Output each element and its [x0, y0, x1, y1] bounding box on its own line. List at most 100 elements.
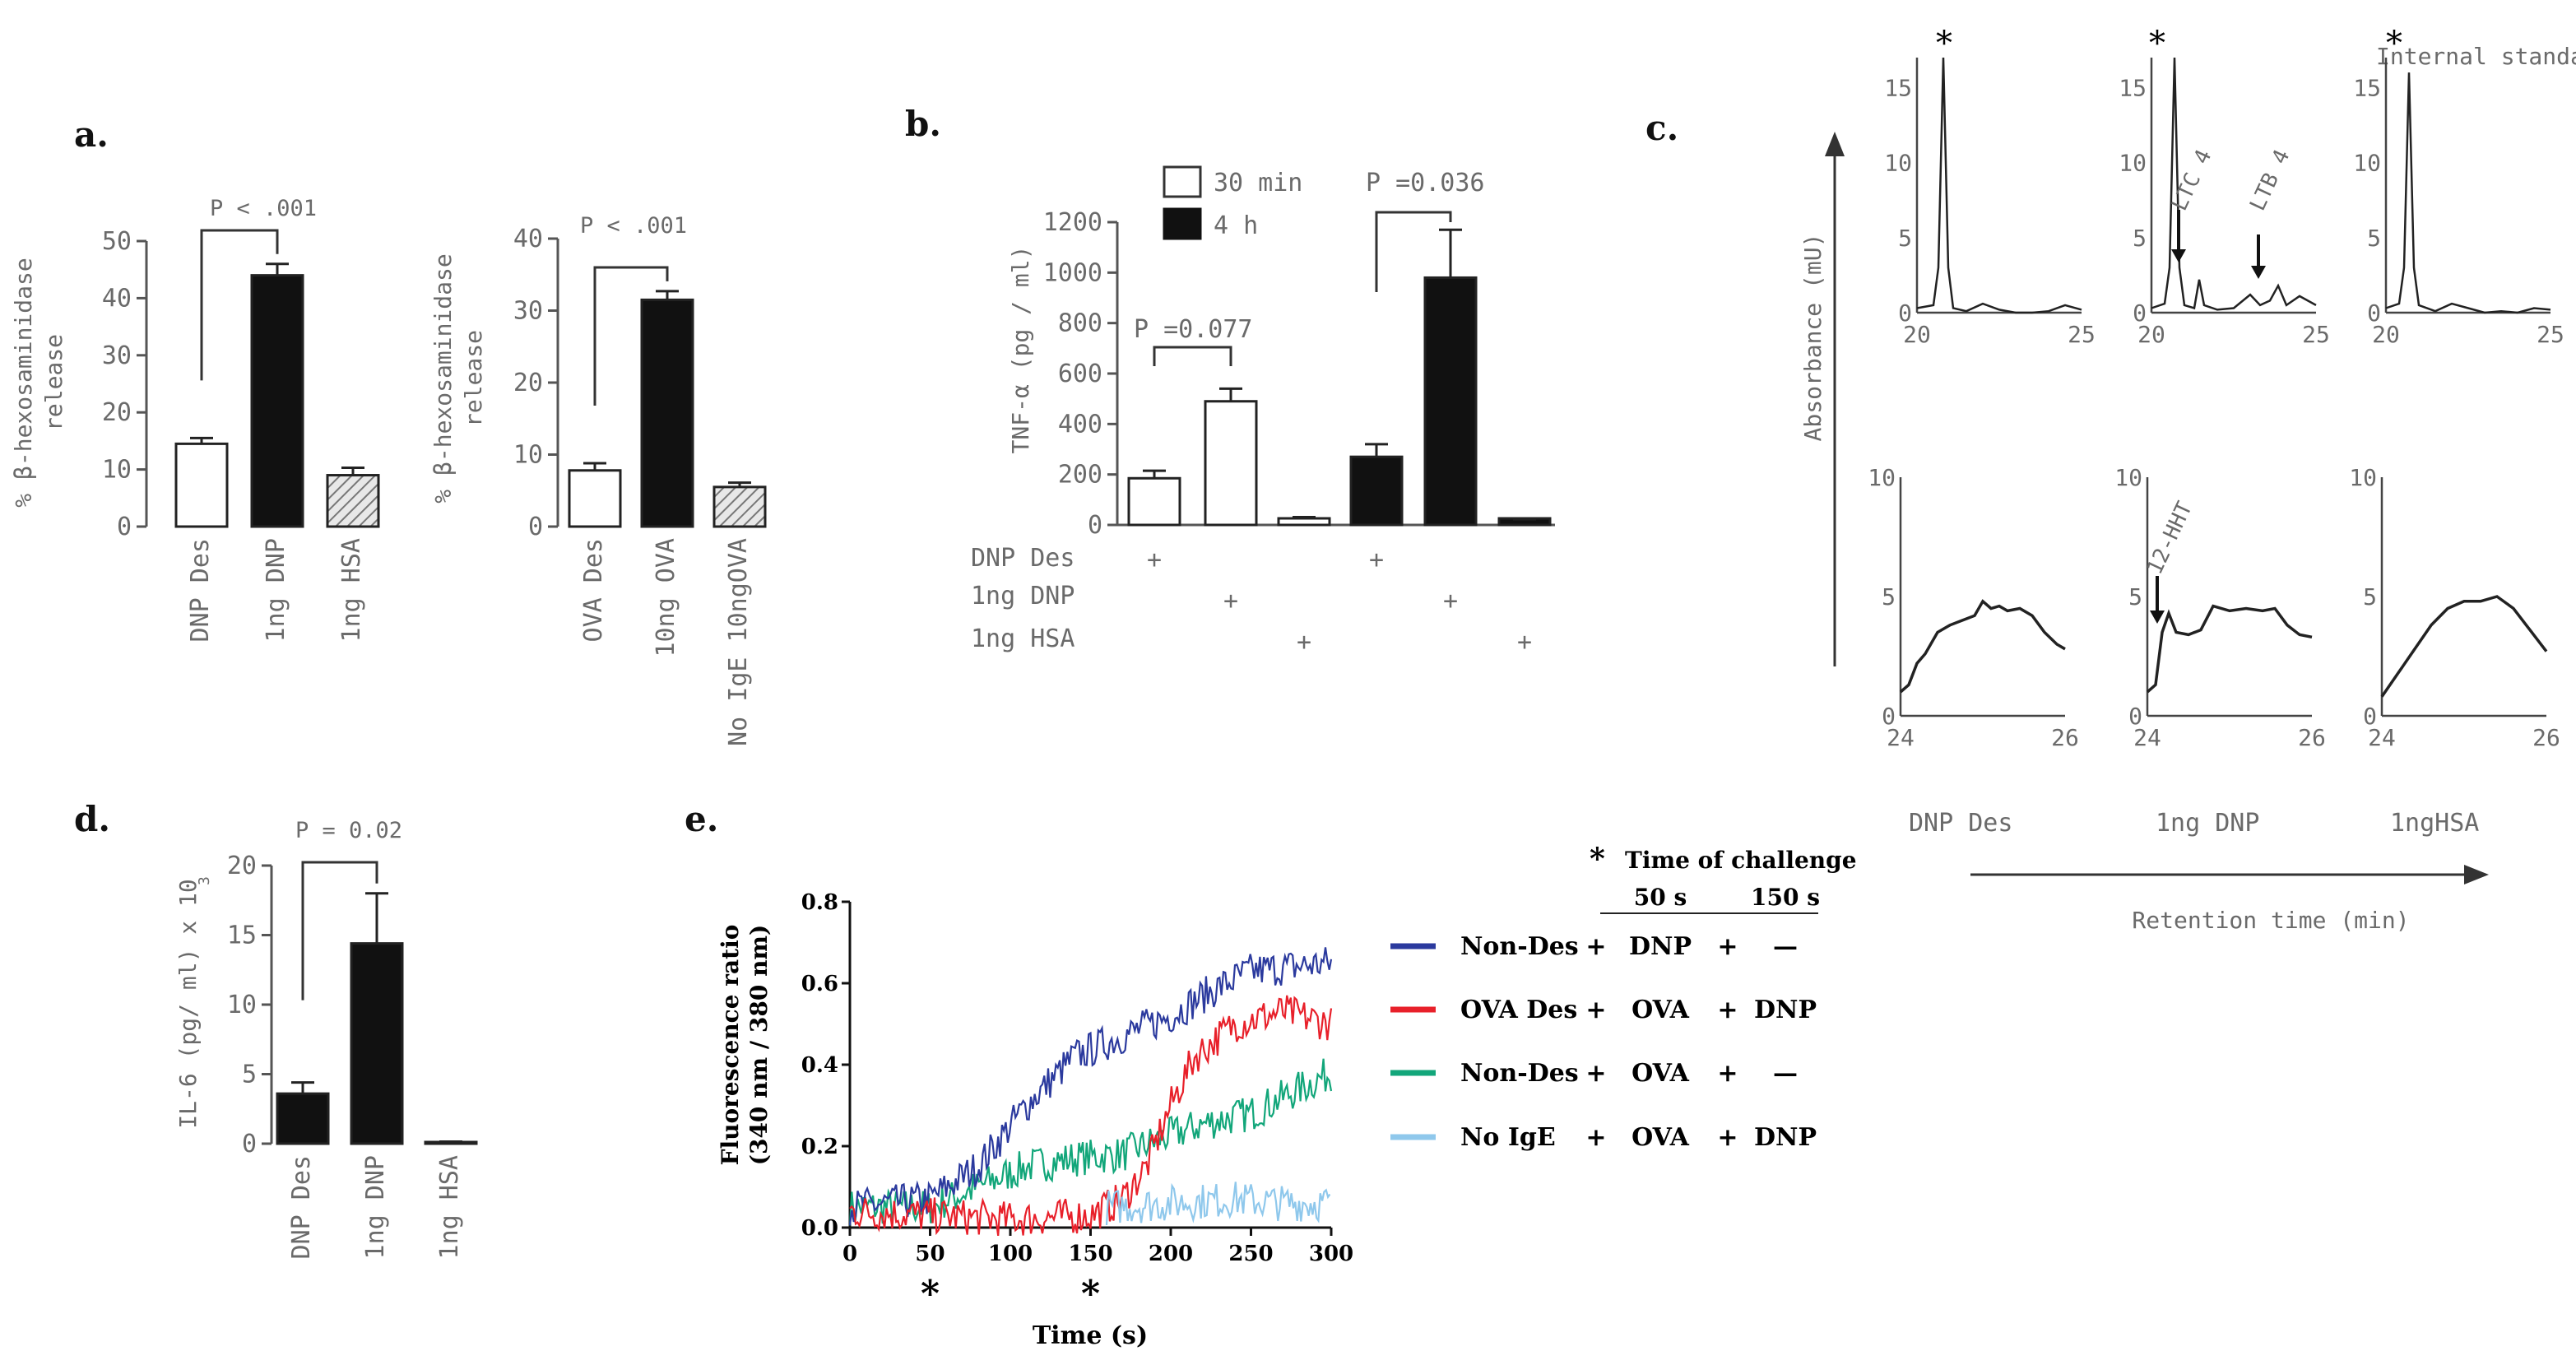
c-ylabel: Absorbance (mU)	[1799, 234, 1826, 442]
c-peak-label-12hht: 12-HHT	[2142, 498, 2198, 578]
c-xlabel: Retention time (min)	[2132, 907, 2409, 934]
e-series-line	[849, 995, 1333, 1237]
b-ytick-label: 1000	[1043, 258, 1102, 287]
b-plus-sign: +	[1369, 546, 1384, 574]
e-ytick-label: 0.6	[801, 972, 838, 996]
c-trace	[2151, 57, 2317, 311]
b-pvalue-4h: P =0.036	[1366, 169, 1485, 197]
c-xtick-label: 24	[2133, 724, 2161, 751]
c-yaxis-arrowhead	[1825, 132, 1845, 156]
e-challenge-marker: *	[921, 1273, 940, 1315]
c-ytick-label: 5	[1882, 583, 1896, 611]
c-ytick-label: 0	[2363, 703, 2377, 730]
a1-pvalue: P < .001	[210, 196, 317, 221]
chart-a1-ytick-label: 0	[117, 513, 132, 541]
chart-a2-beta-hexosaminidase: % β-hexosaminidase release P < .001 0 10 2…	[429, 213, 767, 746]
chart-a1-beta-hexosaminidase: % β-hexosaminidase release P < .001 0 10 2…	[10, 196, 380, 642]
e-legend-plus: +	[1717, 1059, 1738, 1088]
c-ytick-label: 10	[2119, 150, 2147, 177]
chart-a1-ytick-label: 30	[102, 341, 132, 370]
c-xtick-label: 24	[1887, 724, 1915, 751]
c-ytick-label: 10	[1868, 464, 1896, 491]
panel-label-e: e.	[685, 799, 718, 839]
c-ytick-label: 5	[2367, 225, 2381, 252]
b-ytick-label: 1200	[1043, 208, 1102, 237]
b-ytick-label: 0	[1088, 511, 1102, 540]
e-legend-plus: +	[1585, 996, 1606, 1024]
e-xlabel: Time (s)	[1033, 1321, 1148, 1350]
chart-a2-bar	[712, 485, 767, 528]
e-legend-label: Non-Des	[1460, 932, 1579, 961]
chart-d-il6: IL-6 (pg/ ml) x 10 3 P = 0.02 0 5 10 15 20 DN…	[174, 818, 478, 1259]
chart-d-category-label: DNP Des	[287, 1155, 316, 1259]
c-internal-standard-label: Internal standard	[2376, 43, 2576, 70]
e-xtick-label: 50	[915, 1242, 945, 1266]
b-row-label-1ng-hsa: 1ng HSA	[971, 624, 1074, 653]
b-legend-label-30min: 30 min	[1214, 169, 1302, 197]
e-challenge-header: Time of challenge	[1625, 847, 1857, 874]
panel-label-d: d.	[74, 799, 110, 839]
b-plus-sign: +	[1443, 587, 1458, 615]
c-xtick-label: 26	[2532, 724, 2560, 751]
b-bar	[1204, 400, 1258, 527]
e-legend-label: OVA Des	[1460, 996, 1577, 1024]
b-plus-sign: +	[1147, 546, 1162, 574]
chart-d-ytick-label: 15	[227, 922, 257, 950]
chart-a2-ytick-label: 30	[513, 297, 543, 326]
c-ytick-label: 0	[1882, 703, 1896, 730]
chart-d-ytick-label: 10	[227, 991, 257, 1019]
b-row-label-1ng-dnp: 1ng DNP	[971, 582, 1074, 611]
chart-e-fluorescence: Fluorescence ratio (340 nm / 380 nm) Tim…	[717, 842, 1857, 1350]
e-xtick-label: 300	[1309, 1242, 1353, 1266]
e-xtick-label: 200	[1149, 1242, 1193, 1266]
e-legend-challenge-150s: DNP	[1754, 996, 1817, 1024]
chart-a2-ytick-label: 20	[513, 369, 543, 397]
c-xtick-label: 26	[2051, 724, 2079, 751]
e-ylabel-line2: (340 nm / 380 nm)	[745, 925, 773, 1166]
e-legend-challenge-50s: OVA	[1631, 1123, 1690, 1152]
e-legend-plus: +	[1585, 1123, 1606, 1152]
c-trace	[2380, 595, 2548, 698]
chart-d-bar	[276, 1092, 330, 1145]
c-peak-arrowhead	[2171, 249, 2186, 262]
c-ytick-label: 15	[2353, 74, 2381, 101]
c-internal-standard-star: *	[1936, 25, 1952, 63]
e-ylabel-line1: Fluorescence ratio	[717, 925, 744, 1166]
chart-a1-ytick-label: 40	[102, 284, 132, 313]
chart-a1-bar	[250, 274, 304, 528]
e-legend-challenge-150s: —	[1773, 932, 1798, 961]
d-ylabel: IL-6 (pg/ ml) x 10	[174, 879, 202, 1128]
c-panel-name: 1ngHSA	[2390, 809, 2479, 838]
chart-a1-ytick-label: 50	[102, 227, 132, 256]
b-row-label-dnp-des: DNP Des	[971, 544, 1074, 573]
c-xaxis-arrowhead	[2464, 865, 2489, 884]
c-peak-arrowhead	[2251, 266, 2266, 279]
c-ytick-label: 10	[2349, 464, 2377, 491]
c-ytick-label: 10	[2353, 150, 2381, 177]
a2-pvalue: P < .001	[580, 213, 687, 239]
b-bar	[1127, 476, 1181, 527]
chart-a2-ytick-label: 40	[513, 225, 543, 253]
e-legend-plus: +	[1585, 1059, 1606, 1088]
panel-label-c: c.	[1645, 108, 1678, 148]
chart-a1-significance-bracket	[200, 229, 279, 381]
c-xtick-label: 24	[2368, 724, 2396, 751]
b-ytick-label: 600	[1058, 360, 1102, 388]
e-series-line	[848, 947, 1333, 1226]
chart-a2-bar	[640, 298, 694, 528]
c-xtick-label: 25	[2068, 321, 2096, 348]
c-trace	[2146, 604, 2313, 694]
c-peak-label-ltb4: LTB 4	[2245, 146, 2295, 215]
e-legend-label: Non-Des	[1460, 1059, 1579, 1088]
chart-c-chromatograms: Absorbance (mU) Retention time (min) Int…	[1799, 25, 2576, 934]
e-legend-plus: +	[1717, 932, 1738, 961]
c-xtick-label: 20	[2372, 321, 2400, 348]
e-ytick-label: 0.2	[801, 1135, 838, 1159]
chart-a1-bar	[174, 442, 229, 528]
a1-ylabel-line2: release	[40, 334, 67, 431]
chart-d-category-label: 1ng HSA	[435, 1155, 464, 1259]
a2-ylabel-line2: release	[460, 330, 487, 427]
e-legend-challenge-50s: OVA	[1631, 1059, 1690, 1088]
chart-a2-ytick-label: 10	[513, 441, 543, 470]
